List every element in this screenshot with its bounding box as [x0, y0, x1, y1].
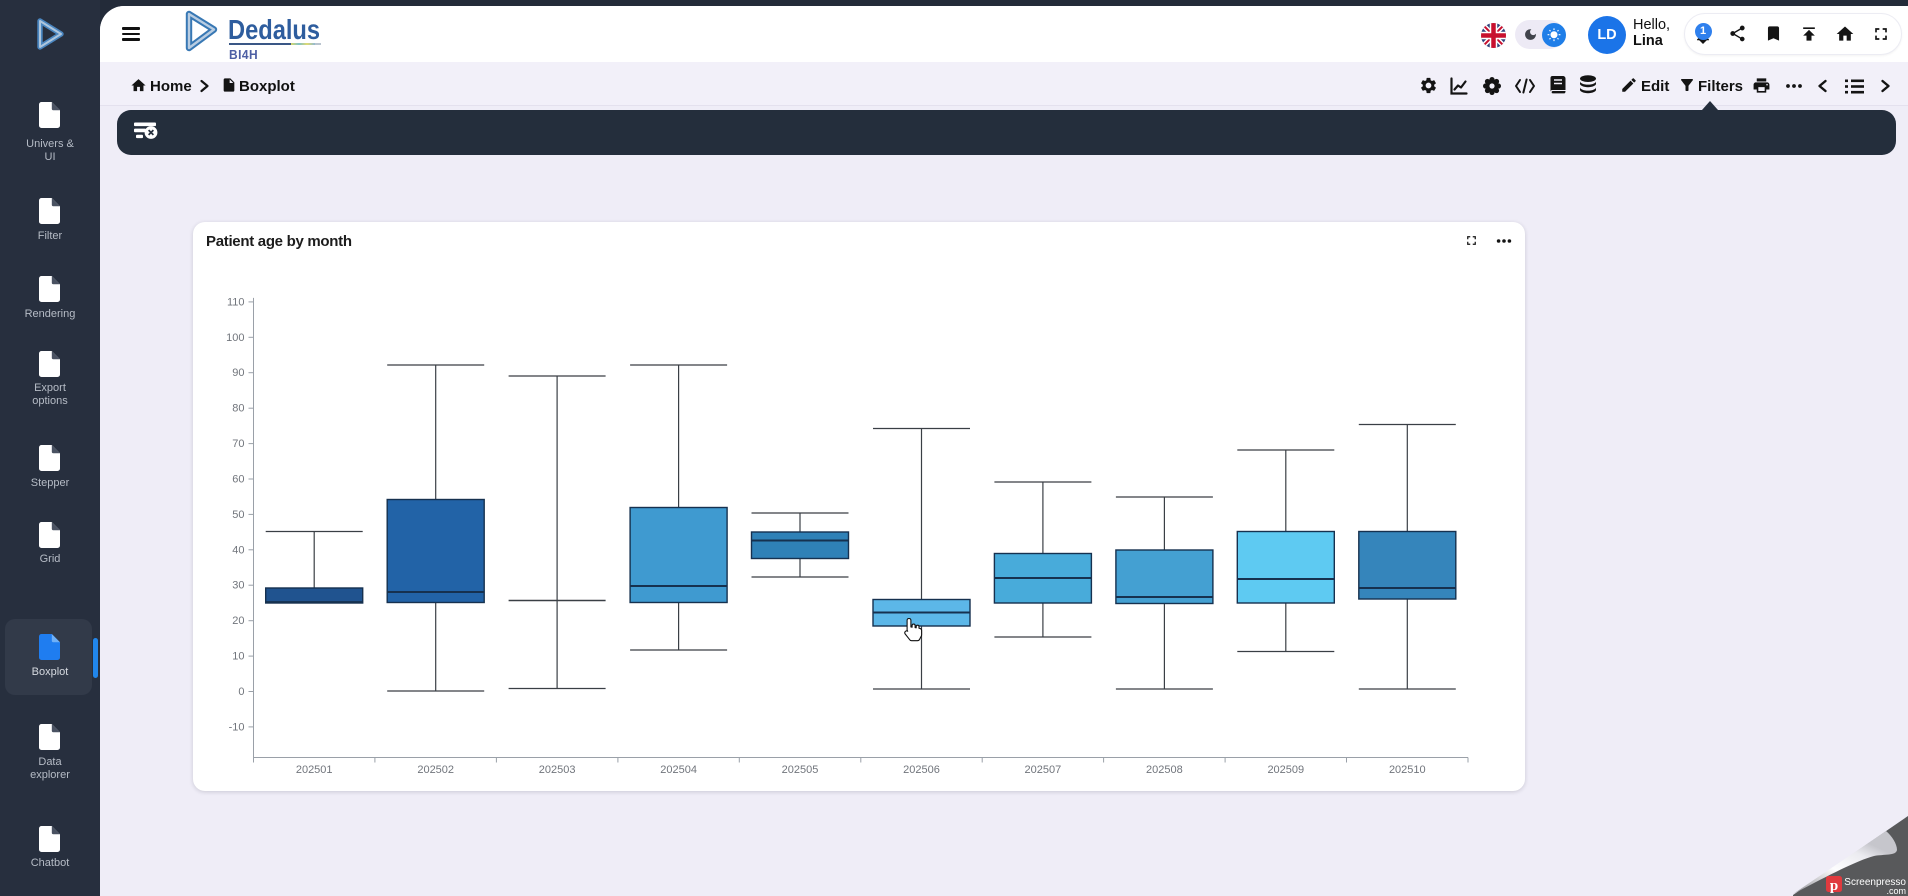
svg-text:-10: -10 [229, 721, 245, 733]
svg-text:0: 0 [238, 686, 244, 698]
svg-text:202502: 202502 [417, 764, 454, 776]
svg-text:202510: 202510 [1389, 764, 1426, 776]
svg-text:202506: 202506 [903, 764, 940, 776]
svg-text:202505: 202505 [782, 764, 819, 776]
svg-text:60: 60 [232, 474, 244, 486]
svg-text:110: 110 [227, 296, 245, 308]
svg-text:.com: .com [1886, 886, 1906, 896]
svg-text:Screenpresso: Screenpresso [1844, 877, 1906, 888]
svg-text:202508: 202508 [1146, 764, 1183, 776]
svg-text:90: 90 [232, 367, 244, 379]
svg-text:80: 80 [232, 403, 244, 415]
svg-text:202509: 202509 [1267, 764, 1304, 776]
svg-text:20: 20 [232, 615, 244, 627]
svg-text:70: 70 [232, 438, 244, 450]
svg-text:202503: 202503 [539, 764, 576, 776]
svg-text:202507: 202507 [1025, 764, 1062, 776]
svg-text:202504: 202504 [660, 764, 697, 776]
svg-text:50: 50 [232, 509, 244, 521]
svg-text:10: 10 [232, 651, 244, 663]
svg-text:40: 40 [232, 544, 244, 556]
svg-text:100: 100 [226, 332, 244, 344]
svg-text:30: 30 [232, 580, 244, 592]
svg-text:p: p [1830, 878, 1838, 894]
svg-text:202501: 202501 [296, 764, 333, 776]
